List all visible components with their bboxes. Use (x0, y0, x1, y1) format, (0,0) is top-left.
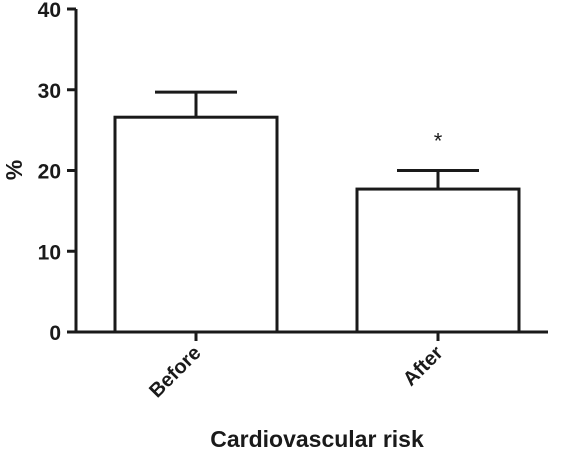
significance-annotations: * (434, 129, 443, 154)
error-bars (155, 90, 479, 190)
bars (113, 115, 521, 334)
y-axis-title: % (1, 160, 27, 180)
x-tick-label: After (399, 342, 448, 391)
y-tick-label: 40 (38, 0, 61, 22)
category-labels: Before After (145, 342, 448, 403)
bar-after (355, 187, 521, 334)
y-tick-label: 0 (49, 322, 61, 345)
y-tick-label: 10 (38, 241, 61, 264)
x-axis-title: Cardiovascular risk (210, 426, 424, 452)
significance-marker: * (434, 129, 443, 154)
bar-before (113, 115, 279, 334)
y-axis: 0 10 20 30 40 (38, 0, 78, 345)
y-tick-label: 20 (38, 161, 61, 184)
y-tick-label: 30 (38, 80, 61, 103)
x-tick-label: Before (145, 342, 205, 402)
